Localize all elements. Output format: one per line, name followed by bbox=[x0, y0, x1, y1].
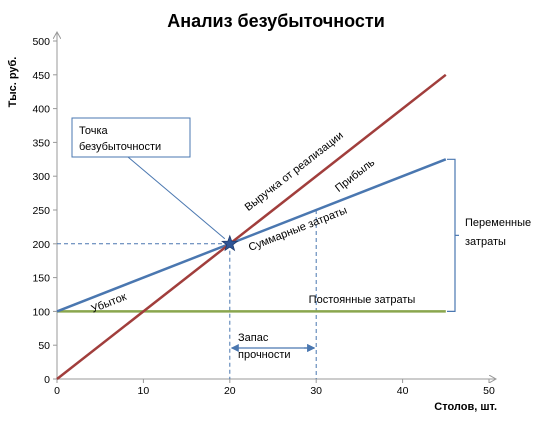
break-even-label-line1: Точка bbox=[79, 125, 109, 137]
y-tick-label: 450 bbox=[32, 70, 50, 82]
series-line bbox=[56, 158, 447, 313]
y-tick-label: 50 bbox=[38, 340, 50, 352]
y-tick-label: 150 bbox=[32, 273, 50, 285]
y-tick-label: 100 bbox=[32, 306, 50, 318]
y-tick-label: 0 bbox=[44, 374, 50, 386]
series-label-revenue: Выручка от реализации bbox=[243, 130, 346, 214]
dashed-guides bbox=[57, 210, 317, 379]
series-label-total-costs: Суммарные затраты bbox=[247, 204, 349, 253]
break-even-callout-line bbox=[127, 156, 226, 240]
break-even-label-line2: безубыточности bbox=[79, 141, 161, 153]
break-even-point-star bbox=[221, 234, 239, 252]
x-tick-label: 40 bbox=[397, 385, 409, 397]
y-axis-label: Тыс. руб. bbox=[7, 57, 19, 108]
safety-margin-label-line1: Запас bbox=[238, 332, 269, 344]
x-tick-label: 0 bbox=[54, 385, 60, 397]
y-tick-label: 350 bbox=[32, 137, 50, 149]
axes bbox=[53, 33, 495, 383]
x-tick-label: 10 bbox=[138, 385, 150, 397]
break-even-label-box bbox=[71, 117, 191, 158]
series-line bbox=[56, 73, 447, 380]
y-tick-label: 400 bbox=[32, 104, 50, 116]
x-tick-label: 30 bbox=[310, 385, 322, 397]
y-tick-label: 300 bbox=[32, 171, 50, 183]
x-tick-label: 50 bbox=[483, 385, 495, 397]
y-tick-label: 250 bbox=[32, 205, 50, 217]
series-label-fixed-costs: Постоянные затраты bbox=[309, 294, 416, 306]
y-tick-labels: 0 50 100 150 200 250 300 350 400 450 500 bbox=[32, 36, 50, 386]
variable-costs-label-line1: Переменные bbox=[465, 217, 531, 229]
x-tick-label: 20 bbox=[224, 385, 236, 397]
safety-margin-label-line2: прочности bbox=[238, 349, 291, 361]
variable-costs-label-line2: затраты bbox=[465, 236, 506, 248]
variable-costs-bracket bbox=[447, 158, 456, 312]
series-lines bbox=[56, 73, 447, 380]
y-tick-label: 200 bbox=[32, 239, 50, 251]
x-tick-labels: 0 10 20 30 40 50 bbox=[54, 385, 495, 397]
y-tick-label: 500 bbox=[32, 36, 50, 48]
chart-title: Анализ безубыточности bbox=[167, 11, 385, 31]
x-axis-label: Столов, шт. bbox=[434, 401, 497, 413]
